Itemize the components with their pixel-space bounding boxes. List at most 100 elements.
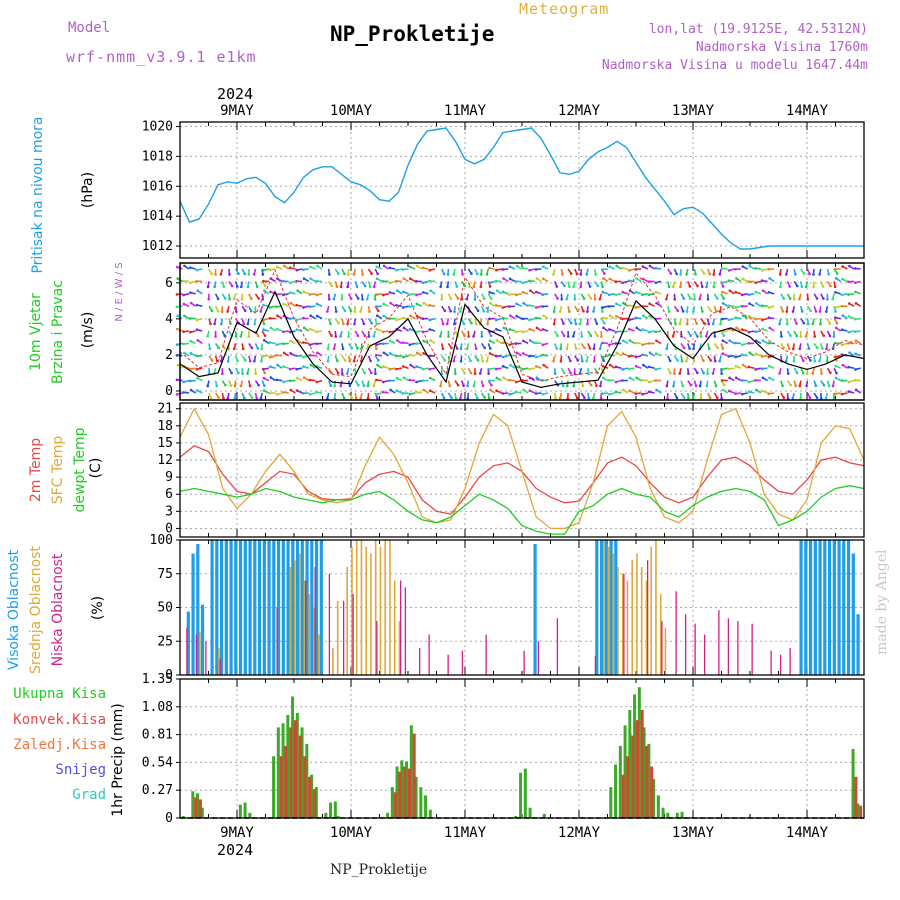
wind-arrow-head — [579, 285, 582, 289]
wind-arrow-head — [243, 396, 246, 400]
high-cloud-bar — [300, 540, 304, 675]
wind-arrow-head — [327, 297, 331, 301]
high-cloud-bar — [257, 540, 262, 675]
wind-arrow-head — [747, 330, 751, 334]
wind-arrow-head — [494, 354, 498, 358]
wind-arrow-head — [188, 291, 192, 294]
wind-arrow-head — [706, 372, 709, 375]
wind-arrow-head — [452, 359, 456, 363]
wind-arrow-head — [702, 359, 705, 363]
wind-arrow-head — [665, 347, 669, 351]
wind-arrow-head — [376, 272, 379, 276]
wind-arrow-head — [575, 396, 579, 400]
wind-arrow-head — [641, 293, 644, 297]
wind-arrow-head — [302, 376, 306, 379]
high-cloud-bar — [196, 544, 200, 675]
wind-arrow-head — [372, 285, 376, 289]
y-tick-label: 18 — [157, 419, 173, 434]
wind-arrow-head — [601, 268, 604, 271]
wind-arrow-head — [345, 372, 349, 375]
bottom-day-label: 10MAY — [330, 825, 373, 841]
mid-cloud-label: Srednja Oblacnost — [28, 546, 44, 674]
temp-2m-label: 2m Temp — [28, 438, 44, 502]
wind-arrow-head — [676, 359, 679, 362]
wind-arrow-head — [459, 397, 462, 400]
temp-sfc-label: SFC Temp — [50, 436, 66, 505]
wind-arrow-head — [375, 378, 378, 382]
wind-arrow-head — [330, 284, 334, 288]
wind-arrow-head — [502, 376, 505, 380]
wind-arrow-head — [480, 335, 484, 338]
wind-arrow-head — [558, 397, 562, 400]
wind-arrow-head — [247, 335, 251, 338]
precip-total-bar — [542, 813, 546, 818]
pressure-unit: (hPa) — [80, 172, 96, 208]
wind-arrow-head — [189, 330, 192, 334]
wind-arrow-head — [840, 328, 844, 332]
precip-total-bar — [300, 727, 304, 818]
wind-arrow-head — [302, 290, 305, 294]
wind-arrow-head — [634, 392, 638, 395]
wind-arrow-head — [621, 266, 624, 270]
wind-arrow-head — [628, 339, 632, 342]
wind-arrow-head — [288, 291, 292, 294]
precip-total-bar — [528, 807, 532, 818]
wind-arrow-head — [485, 273, 489, 276]
model-elevation-text: Nadmorska Visina u modelu 1647.44m — [601, 58, 868, 73]
wind-arrow-head — [488, 285, 492, 288]
wind-arrow-head — [815, 396, 819, 399]
wind-arrow-head — [453, 310, 456, 313]
wind-arrow-head — [450, 396, 453, 399]
wind-arrow-head — [834, 306, 837, 309]
wind-arrow-head — [682, 346, 686, 350]
high-cloud-bar — [210, 540, 214, 675]
wind-arrow-head — [671, 335, 675, 338]
wind-arrow-head — [363, 334, 367, 338]
precip-total-bar — [248, 812, 252, 818]
wind-arrow-head — [381, 390, 385, 394]
wind-arrow-head — [428, 279, 431, 283]
wind-arrow-head — [627, 269, 631, 272]
wind-arrow-head — [779, 285, 782, 289]
top-day-label: 10MAY — [330, 103, 373, 119]
wind-arrow-head — [402, 277, 406, 280]
wind-arrow-head — [189, 388, 193, 392]
wind-arrow-head — [585, 359, 589, 363]
wind-arrow-head — [827, 384, 831, 388]
wind-arrow-head — [182, 279, 185, 283]
high-cloud-bar — [305, 540, 309, 675]
wind-arrow-head — [408, 265, 412, 269]
wind-arrow-head — [396, 289, 399, 292]
wind-arrow-head — [602, 371, 606, 375]
mid-cloud-bar — [360, 540, 363, 675]
wind-arrow-head — [372, 335, 376, 338]
wind-arrow-head — [805, 384, 808, 388]
wind-arrow-head — [395, 339, 399, 342]
wind-arrow-head — [295, 328, 299, 331]
y-tick-label: 15 — [157, 436, 173, 451]
wind-arrow-head — [316, 351, 319, 355]
wind-arrow-head — [401, 365, 405, 368]
wind-arrow-head — [375, 265, 379, 269]
wind-arrow-head — [832, 335, 836, 338]
wind-arrow-head — [361, 273, 364, 276]
wind-arrow-head — [377, 359, 380, 362]
wind-arrow-head — [221, 372, 224, 375]
wind-arrow-head — [263, 384, 266, 387]
high-cloud-bar — [229, 540, 233, 675]
wind-arrow-head — [621, 317, 624, 321]
wind-arrow-head — [479, 285, 483, 289]
wind-arrow-head — [182, 314, 186, 318]
wind-arrow-head — [240, 297, 244, 301]
wind-arrow-head — [213, 285, 216, 289]
wind-arrow-head — [381, 380, 385, 384]
wind-arrow-head — [721, 388, 725, 392]
high-cloud-bar — [818, 540, 822, 675]
precip-total-bar — [324, 812, 328, 818]
wind-arrow-head — [454, 372, 457, 375]
wind-arrow-head — [716, 396, 719, 399]
wind-arrow-head — [375, 343, 378, 347]
wind-arrow-head — [761, 376, 765, 380]
wind-arrow-head — [685, 273, 688, 276]
wind-arrow-head — [472, 335, 475, 338]
